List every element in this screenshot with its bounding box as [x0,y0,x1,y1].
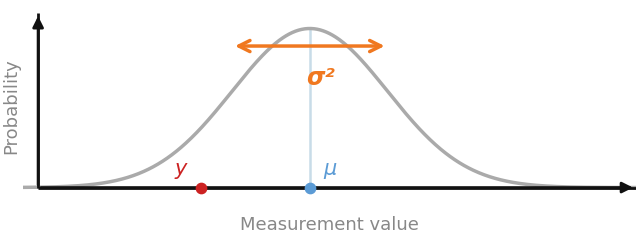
X-axis label: Measurement value: Measurement value [240,216,419,234]
Point [196,186,206,189]
Text: μ: μ [324,159,337,179]
Point [305,186,315,189]
Text: σ²: σ² [306,66,335,90]
Text: y: y [175,159,187,179]
Text: Probability: Probability [2,58,20,154]
